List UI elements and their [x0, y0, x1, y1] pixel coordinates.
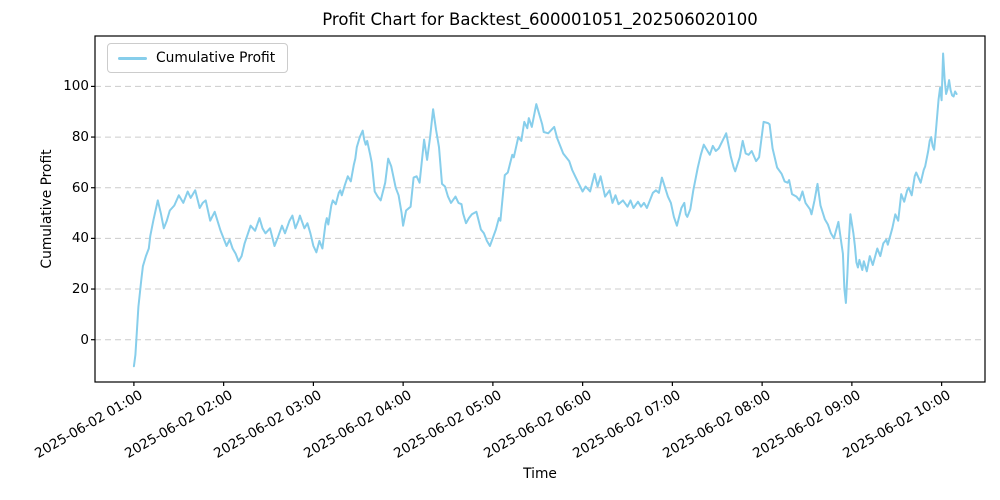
y-tick-label: 100 [63, 78, 89, 95]
legend-line-sample [118, 56, 147, 60]
y-tick-label: 40 [71, 230, 89, 247]
chart-title: Profit Chart for Backtest_600001051_2025… [322, 10, 758, 29]
cumulative-profit-line [132, 52, 958, 368]
y-axis-label: Cumulative Profit [39, 149, 55, 269]
y-tick-label: 80 [71, 129, 89, 146]
y-tick-label: 0 [80, 331, 89, 348]
plot-border [94, 35, 986, 383]
y-tick-label: 20 [71, 281, 89, 298]
legend: Cumulative Profit [107, 43, 289, 73]
x-axis-label: Time [523, 466, 557, 482]
legend-label: Cumulative Profit [156, 50, 276, 66]
grid-lines [95, 85, 985, 341]
axis-ticks [91, 85, 943, 386]
y-tick-label: 60 [71, 179, 89, 196]
